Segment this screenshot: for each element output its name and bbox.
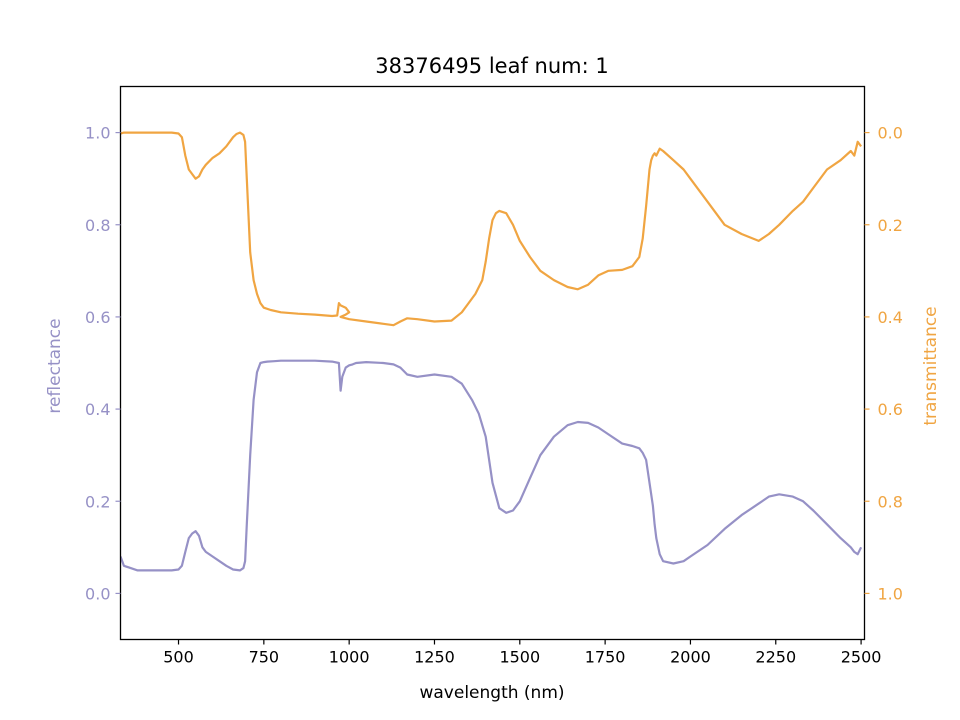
x-tick-label: 750 [249, 648, 280, 667]
left-tick-label: 1.0 [85, 124, 110, 143]
x-tick-label: 2000 [670, 648, 711, 667]
x-tick-label: 2250 [755, 648, 796, 667]
right-tick-label: 0.8 [878, 492, 903, 511]
chart-title: 38376495 leaf num: 1 [375, 54, 608, 78]
right-axis-label: transmittance [921, 306, 941, 425]
right-tick-label: 0.6 [878, 400, 903, 419]
x-tick-label: 1500 [499, 648, 540, 667]
right-tick-label: 0.2 [878, 216, 903, 235]
left-tick-label: 0.0 [85, 584, 110, 603]
plot-frame [119, 85, 866, 641]
left-tick-label: 0.8 [85, 216, 110, 235]
x-tick-label: 1000 [329, 648, 370, 667]
right-tick-label: 1.0 [878, 584, 903, 603]
x-tick-label: 2500 [841, 648, 882, 667]
right-tick-label: 0.4 [878, 308, 903, 327]
x-tick-label: 500 [163, 648, 194, 667]
left-axis-ticks: 0.0 0.2 0.4 0.6 0.8 1.0 [85, 124, 121, 603]
left-tick-label: 0.4 [85, 400, 110, 419]
x-tick-label: 1750 [585, 648, 626, 667]
reflectance-series-line [120, 359, 863, 572]
left-axis-label: reflectance [45, 318, 65, 413]
right-axis-ticks: 0.0 0.2 0.4 0.6 0.8 1.0 [864, 124, 903, 603]
x-axis-ticks: 500 750 1000 1250 1500 1750 2000 2250 2500 [163, 639, 882, 667]
series-layer [120, 131, 863, 572]
x-tick-label: 1250 [414, 648, 455, 667]
left-tick-label: 0.2 [85, 492, 110, 511]
x-axis-label: wavelength (nm) [419, 683, 564, 703]
right-tick-label: 0.0 [878, 124, 903, 143]
left-tick-label: 0.6 [85, 308, 110, 327]
transmittance-series-line [120, 131, 862, 327]
